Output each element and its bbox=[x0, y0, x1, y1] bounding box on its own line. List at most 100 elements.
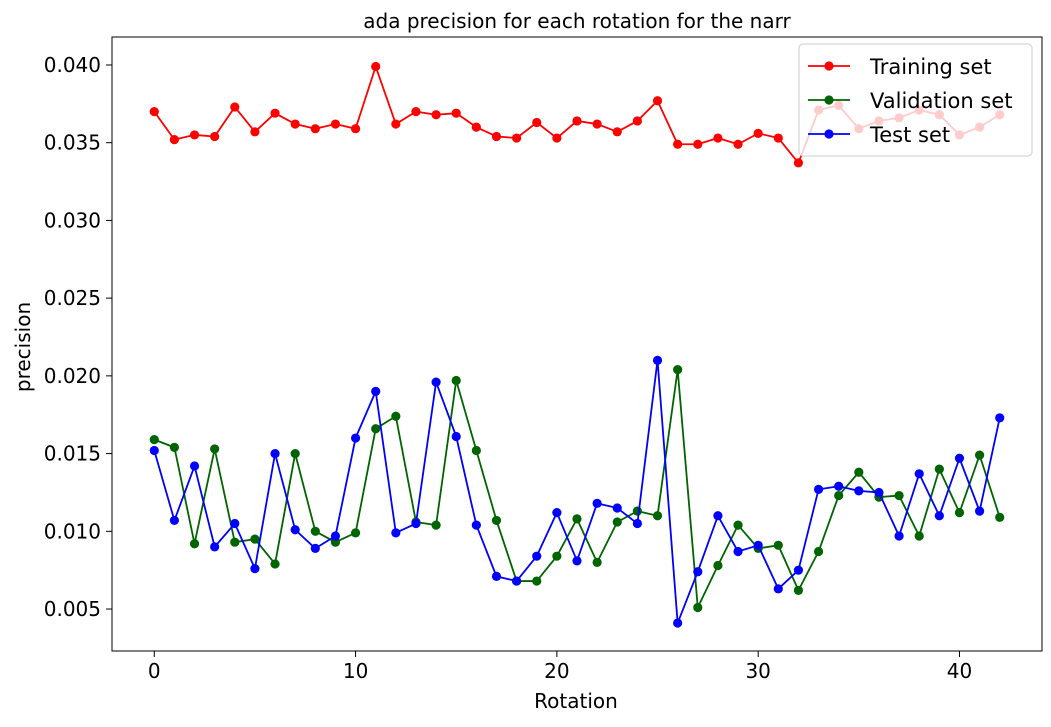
data-point-training-set bbox=[471, 122, 481, 132]
legend-marker bbox=[824, 95, 834, 105]
data-point-training-set bbox=[753, 128, 763, 138]
data-point-validation-set bbox=[713, 560, 723, 571]
data-point-training-set bbox=[552, 133, 562, 143]
data-point-training-set bbox=[532, 117, 542, 128]
data-point-test-set bbox=[290, 525, 300, 535]
data-point-validation-set bbox=[250, 534, 260, 544]
data-point-test-set bbox=[914, 469, 924, 479]
data-point-validation-set bbox=[350, 528, 361, 538]
data-point-training-set bbox=[713, 133, 723, 143]
data-point-training-set bbox=[693, 139, 703, 149]
data-point-test-set bbox=[210, 542, 220, 552]
data-point-validation-set bbox=[834, 490, 844, 501]
data-point-test-set bbox=[793, 565, 804, 575]
data-point-training-set bbox=[431, 110, 441, 120]
data-point-test-set bbox=[773, 584, 783, 594]
x-axis-label: Rotation bbox=[534, 689, 618, 713]
data-point-test-set bbox=[854, 486, 864, 496]
data-point-training-set bbox=[793, 158, 804, 168]
data-point-validation-set bbox=[995, 512, 1005, 522]
data-point-training-set bbox=[512, 133, 522, 143]
data-point-training-set bbox=[290, 119, 300, 129]
data-point-test-set bbox=[753, 540, 763, 550]
data-point-validation-set bbox=[733, 520, 743, 530]
data-point-training-set bbox=[451, 108, 461, 118]
y-tick-label: 0.005 bbox=[44, 597, 101, 621]
data-point-validation-set bbox=[230, 537, 240, 547]
data-point-test-set bbox=[632, 518, 642, 529]
y-tick-label: 0.025 bbox=[44, 286, 101, 310]
legend-marker bbox=[824, 61, 834, 71]
data-point-training-set bbox=[189, 130, 200, 140]
data-point-test-set bbox=[693, 567, 703, 577]
y-tick-label: 0.030 bbox=[44, 208, 101, 232]
y-tick-label: 0.015 bbox=[44, 442, 101, 466]
y-tick-label: 0.040 bbox=[44, 53, 101, 77]
legend-label: Validation set bbox=[870, 89, 1012, 113]
data-point-training-set bbox=[673, 139, 683, 149]
y-tick-label: 0.010 bbox=[44, 519, 101, 543]
data-point-training-set bbox=[491, 131, 502, 142]
data-point-test-set bbox=[149, 445, 159, 456]
legend-marker bbox=[824, 129, 834, 139]
data-point-training-set bbox=[652, 96, 663, 106]
data-point-test-set bbox=[451, 431, 461, 442]
data-point-test-set bbox=[532, 551, 542, 561]
data-point-validation-set bbox=[290, 448, 300, 459]
data-point-training-set bbox=[632, 116, 642, 126]
data-point-test-set bbox=[512, 576, 522, 586]
data-point-test-set bbox=[733, 546, 743, 557]
data-point-test-set bbox=[652, 355, 663, 365]
chart-title: ada precision for each rotation for the … bbox=[363, 9, 791, 33]
data-point-training-set bbox=[773, 133, 783, 143]
legend-item-training-set: Training set bbox=[808, 55, 992, 79]
data-point-test-set bbox=[813, 484, 824, 494]
data-point-test-set bbox=[330, 531, 341, 541]
data-point-test-set bbox=[431, 377, 441, 387]
data-point-training-set bbox=[270, 108, 280, 118]
data-point-validation-set bbox=[914, 531, 924, 541]
x-tick-label: 0 bbox=[148, 659, 161, 683]
data-point-validation-set bbox=[934, 464, 944, 474]
data-point-validation-set bbox=[210, 444, 220, 454]
data-point-training-set bbox=[230, 102, 240, 112]
x-tick-label: 30 bbox=[745, 659, 770, 683]
y-axis-label: precision bbox=[11, 302, 35, 392]
legend-label: Training set bbox=[869, 55, 992, 79]
data-point-test-set bbox=[250, 564, 260, 574]
data-point-test-set bbox=[391, 528, 401, 538]
x-tick-label: 10 bbox=[343, 659, 368, 683]
data-point-test-set bbox=[552, 508, 562, 518]
data-point-training-set bbox=[310, 124, 320, 134]
y-tick-label: 0.035 bbox=[44, 131, 101, 155]
data-point-validation-set bbox=[451, 375, 461, 386]
data-point-training-set bbox=[572, 116, 582, 126]
data-point-test-set bbox=[411, 518, 421, 529]
data-point-validation-set bbox=[773, 540, 783, 550]
data-point-validation-set bbox=[371, 424, 381, 434]
data-point-validation-set bbox=[532, 576, 542, 586]
y-tick-label: 0.020 bbox=[44, 364, 101, 388]
data-point-test-set bbox=[350, 433, 361, 443]
legend: Training set Validation set Test set bbox=[798, 43, 1033, 157]
data-point-validation-set bbox=[632, 506, 642, 516]
data-point-test-set bbox=[592, 498, 602, 508]
data-point-validation-set bbox=[431, 520, 441, 530]
data-point-validation-set bbox=[693, 602, 703, 613]
data-point-test-set bbox=[954, 453, 965, 463]
y-axis-ticks: 0.005 0.010 0.015 0.020 0.025 0.030 0.035 0.040 bbox=[44, 53, 112, 621]
data-point-validation-set bbox=[954, 508, 965, 518]
data-point-test-set bbox=[471, 520, 481, 530]
data-point-validation-set bbox=[149, 434, 159, 445]
data-point-validation-set bbox=[572, 514, 582, 524]
data-point-validation-set bbox=[189, 539, 200, 549]
data-point-training-set bbox=[330, 119, 341, 129]
data-point-test-set bbox=[169, 515, 180, 526]
data-point-test-set bbox=[713, 511, 723, 521]
data-point-training-set bbox=[210, 131, 220, 142]
data-point-test-set bbox=[371, 386, 381, 397]
data-point-training-set bbox=[733, 139, 743, 149]
data-point-validation-set bbox=[813, 546, 824, 557]
x-axis-ticks: 0 10 20 30 40 bbox=[148, 651, 972, 683]
